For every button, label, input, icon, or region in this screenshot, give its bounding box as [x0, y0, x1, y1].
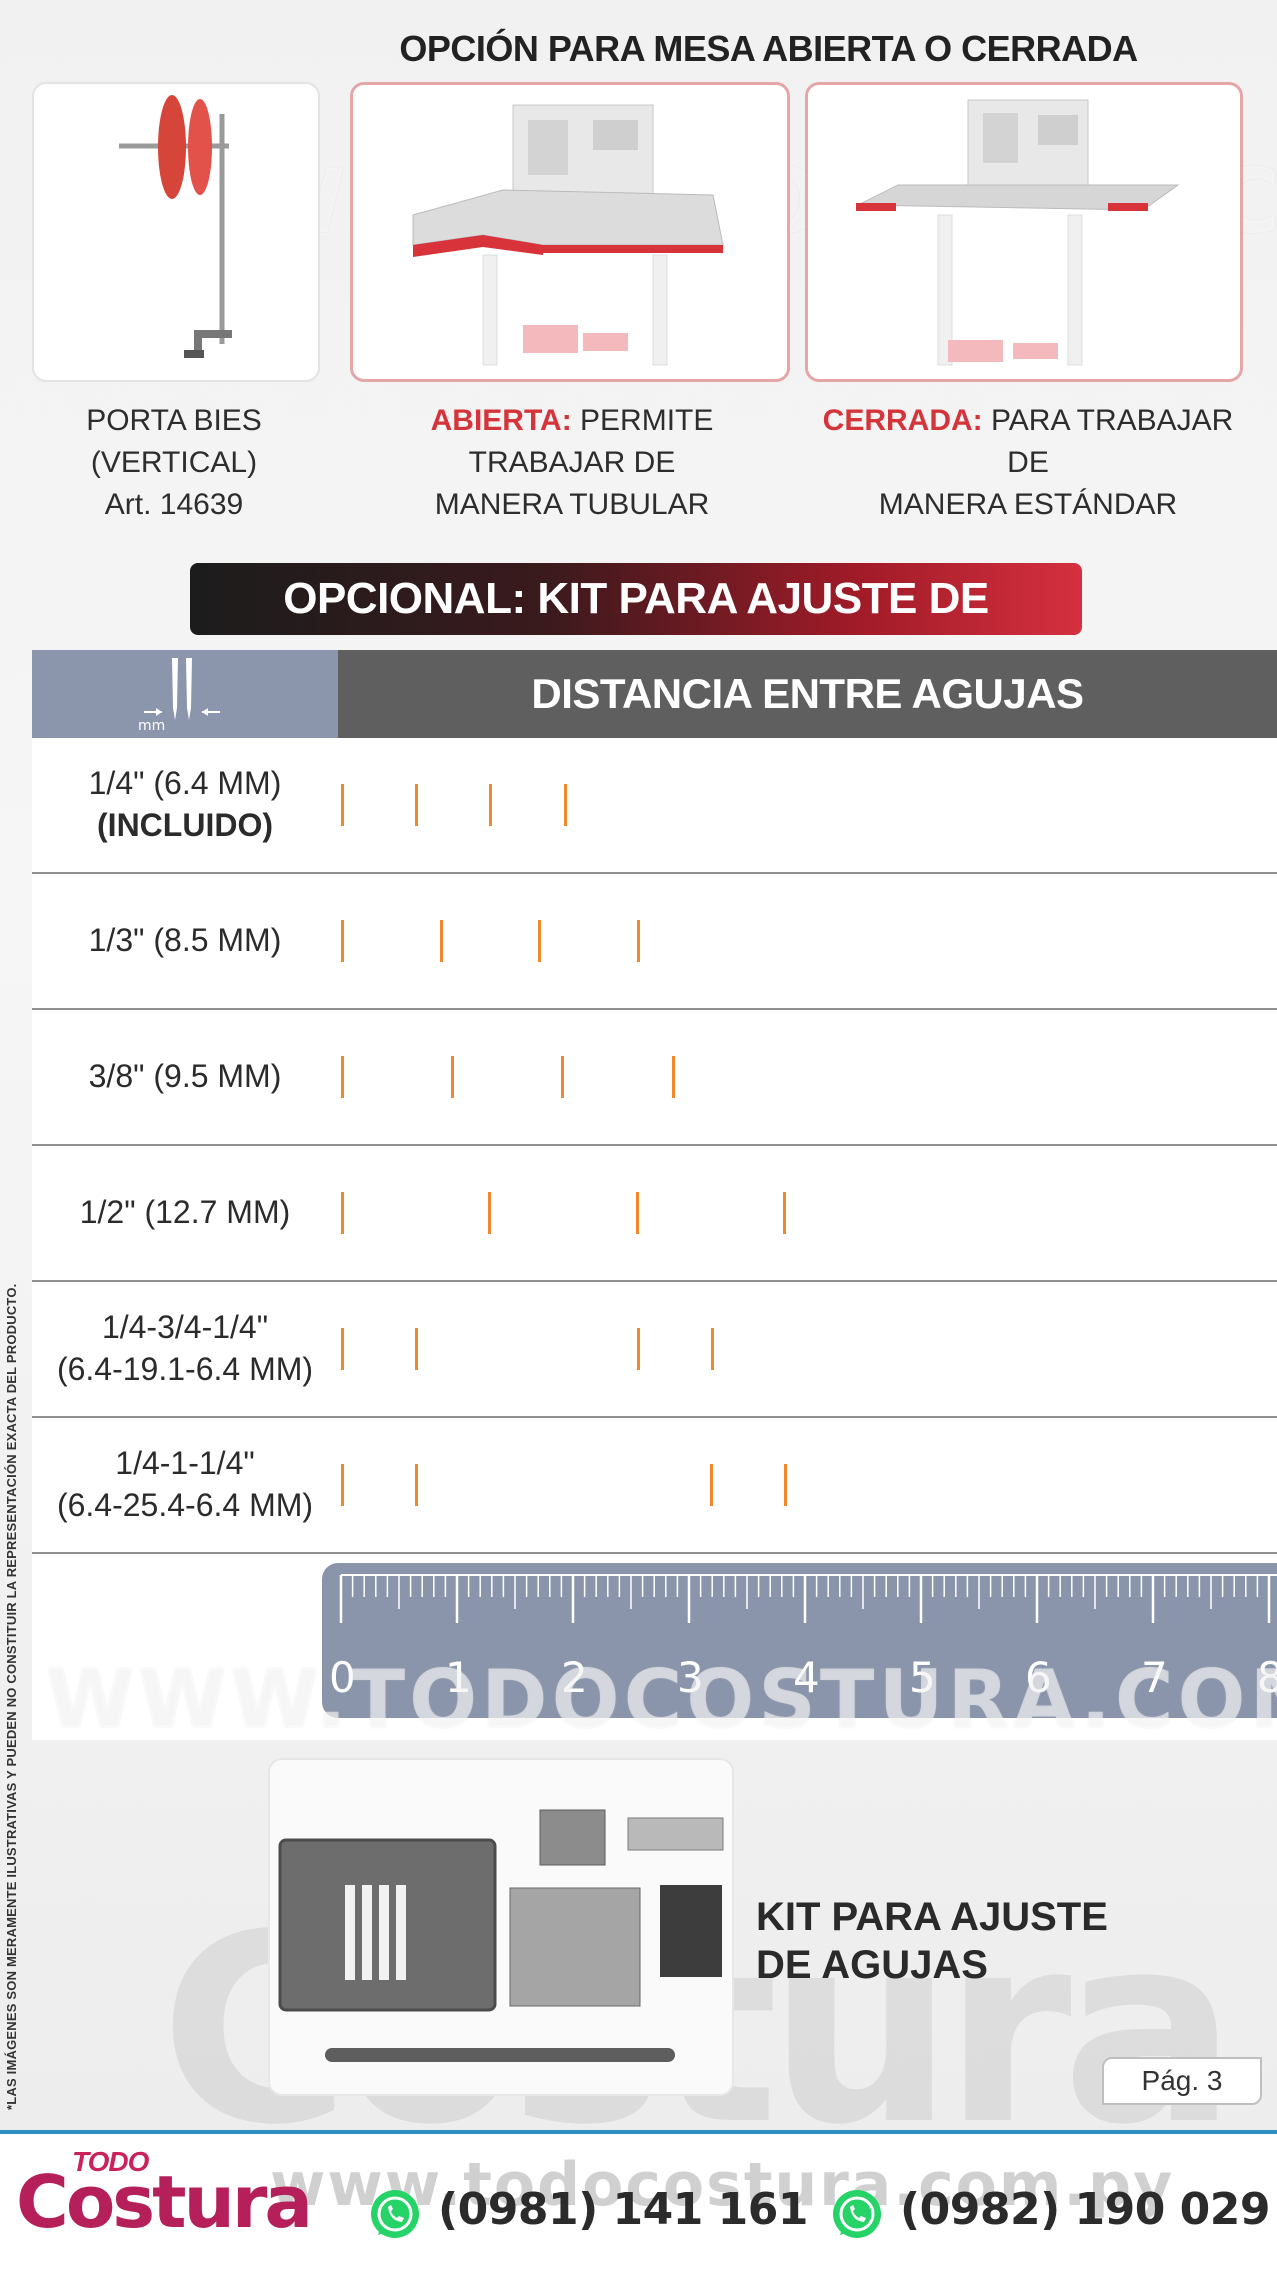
- ruler-number: 0: [329, 1653, 356, 1702]
- ruler-number: 2: [561, 1653, 588, 1702]
- needle-icon-header: mm: [32, 650, 338, 738]
- needle-row: 1/2" (12.7 MM): [32, 1146, 1277, 1282]
- cerrada-label: CERRADA:: [822, 404, 983, 437]
- page-number: Pág. 3: [1102, 2057, 1262, 2105]
- needle-position-mark: [439, 920, 443, 962]
- needle-row-label: 1/4-3/4-1/4" (6.4-19.1-6.4 MM): [32, 1306, 338, 1390]
- footer: [0, 2134, 1277, 2269]
- mm-unit-label: mm: [138, 718, 165, 734]
- optional-kit-banner: OPCIONAL: KIT PARA AJUSTE DE AGUJAS: [190, 563, 1082, 695]
- needle-row-label-line1: 1/4-1-1/4": [115, 1445, 255, 1481]
- needle-position-mark: [671, 1056, 675, 1098]
- ruler-ticks: [339, 1574, 1277, 1623]
- ruler-number: 5: [909, 1653, 936, 1702]
- ruler-number: 4: [793, 1653, 820, 1702]
- porta-bies-caption: PORTA BIES (VERTICAL) Art. 14639: [14, 400, 334, 526]
- mesa-cerrada-illustration: [856, 99, 1180, 366]
- porta-bies-image: [32, 82, 320, 382]
- kit-label: KIT PARA AJUSTE DE AGUJAS: [756, 1893, 1108, 1989]
- needle-position-mark: [489, 784, 493, 826]
- needle-position-mark: [415, 784, 419, 826]
- needle-row-label: 1/4" (6.4 MM) (INCLUIDO): [32, 762, 338, 846]
- footer-divider: [0, 2130, 1277, 2134]
- cerrada-text-2: MANERA ESTÁNDAR: [878, 488, 1178, 521]
- distance-header: DISTANCIA ENTRE AGUJAS: [338, 650, 1277, 738]
- needle-row-label: 3/8" (9.5 MM): [32, 1055, 338, 1097]
- abierta-label: ABIERTA:: [430, 404, 572, 437]
- porta-bies-illustration: [119, 95, 232, 358]
- porta-bies-article: Art. 14639: [104, 488, 244, 521]
- phone-number-2[interactable]: (0982) 190 029: [900, 2184, 1271, 2235]
- mesa-cerrada-image: [805, 82, 1243, 382]
- twin-needle-icon: mm: [138, 658, 220, 734]
- needle-position-mark: [341, 1464, 344, 1506]
- mesa-abierta-image: [350, 82, 790, 382]
- needle-position-mark: [341, 920, 344, 962]
- needle-row-label: 1/4-1-1/4" (6.4-25.4-6.4 MM): [32, 1442, 338, 1526]
- ruler-number: 3: [677, 1653, 704, 1702]
- ruler-number: 7: [1141, 1653, 1168, 1702]
- needle-position-mark: [341, 1328, 344, 1370]
- needle-row: 1/4" (6.4 MM) (INCLUIDO): [32, 738, 1277, 874]
- needle-position-mark: [415, 1328, 419, 1370]
- needle-row: 1/3" (8.5 MM): [32, 874, 1277, 1010]
- cerrada-text-1: PARA TRABAJAR DE: [982, 404, 1234, 479]
- mesa-abierta-illustration: [412, 104, 724, 366]
- needle-row-label: 1/3" (8.5 MM): [32, 919, 338, 961]
- ruler-number: 8: [1257, 1653, 1277, 1702]
- needle-position-mark: [488, 1192, 492, 1234]
- needle-position-mark: [711, 1328, 715, 1370]
- abierta-text-1: PERMITE TRABAJAR DE: [468, 404, 714, 479]
- section-heading: OPCIÓN PARA MESA ABIERTA O CERRADA: [399, 28, 1138, 69]
- needle-row: 1/4-3/4-1/4" (6.4-19.1-6.4 MM): [32, 1282, 1277, 1418]
- needle-position-mark: [341, 1192, 344, 1234]
- porta-bies-name: PORTA BIES (VERTICAL): [86, 404, 262, 479]
- needle-row-label: 1/2" (12.7 MM): [32, 1191, 338, 1233]
- needle-position-mark: [635, 1192, 639, 1234]
- needle-row-label-line2: (INCLUIDO): [97, 807, 273, 843]
- side-disclaimer: *LAS IMÁGENES SON MERAMENTE ILUSTRATIVAS…: [4, 1283, 19, 2110]
- needle-position-mark: [709, 1464, 713, 1506]
- ruler-number: 6: [1025, 1653, 1052, 1702]
- ruler-number: 1: [445, 1653, 472, 1702]
- logo-costura: Costura: [16, 2160, 313, 2244]
- centimeter-ruler: 0 1 2 3 4 5 6 7 8: [322, 1563, 1277, 1718]
- needle-position-mark: [636, 920, 640, 962]
- logo-todo: TODO: [72, 2146, 149, 2177]
- needle-position-mark: [341, 784, 344, 826]
- needle-row-label-line2: (6.4-19.1-6.4 MM): [56, 1351, 314, 1387]
- needle-position-mark: [563, 784, 567, 826]
- needle-position-mark: [415, 1464, 419, 1506]
- needle-row-label-line1: 1/2" (12.7 MM): [79, 1194, 291, 1230]
- needle-kit-photo: [268, 1758, 734, 2096]
- phone-number-1[interactable]: (0981) 141 161: [438, 2184, 809, 2235]
- needle-row-label-line2: (6.4-25.4-6.4 MM): [56, 1487, 314, 1523]
- whatsapp-icon: [833, 2190, 881, 2238]
- needle-position-mark: [561, 1056, 565, 1098]
- needle-position-mark: [782, 1192, 786, 1234]
- kit-label-line2: DE AGUJAS: [756, 1943, 988, 1987]
- abierta-caption: ABIERTA: PERMITE TRABAJAR DE MANERA TUBU…: [352, 400, 792, 526]
- whatsapp-icon: [371, 2190, 419, 2238]
- kit-parts-illustration: [278, 1809, 724, 2062]
- needle-row-label-line1: 1/3" (8.5 MM): [88, 922, 282, 958]
- needle-row: 3/8" (9.5 MM): [32, 1010, 1277, 1146]
- needle-position-mark: [636, 1328, 640, 1370]
- kit-label-line1: KIT PARA AJUSTE: [756, 1895, 1108, 1939]
- abierta-text-2: MANERA TUBULAR: [434, 488, 710, 521]
- needle-distance-table: mm DISTANCIA ENTRE AGUJAS 1/4" (6.4 MM) (…: [32, 650, 1277, 1746]
- needle-position-mark: [784, 1464, 788, 1506]
- needle-row-label-line1: 1/4" (6.4 MM): [88, 765, 282, 801]
- needle-row-label-line1: 3/8" (9.5 MM): [88, 1058, 282, 1094]
- cerrada-caption: CERRADA: PARA TRABAJAR DE MANERA ESTÁNDA…: [808, 400, 1248, 526]
- needle-row: 1/4-1-1/4" (6.4-25.4-6.4 MM): [32, 1418, 1277, 1554]
- needle-position-mark: [451, 1056, 455, 1098]
- needle-position-mark: [341, 1056, 344, 1098]
- needle-position-mark: [538, 920, 542, 962]
- needle-row-label-line1: 1/4-3/4-1/4": [101, 1309, 269, 1345]
